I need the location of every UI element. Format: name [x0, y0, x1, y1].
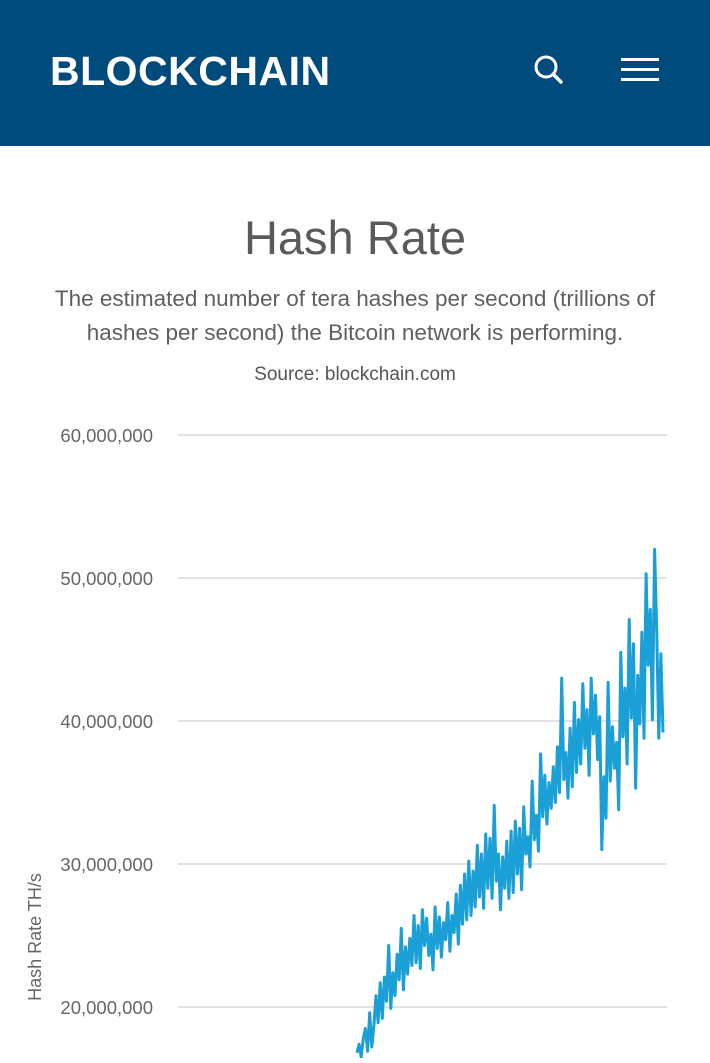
top-navbar: BLOCKCHAIN: [0, 0, 710, 146]
y-tick-label: 20,000,000: [60, 997, 153, 1018]
hash-rate-series-line: [355, 547, 665, 1059]
menu-button[interactable]: [614, 48, 666, 92]
hash-rate-chart-svg: 20,000,000 30,000,000 40,000,000 50,000,000…: [25, 425, 667, 1059]
y-tick-label: 30,000,000: [60, 854, 153, 875]
y-tick-label: 40,000,000: [60, 711, 153, 732]
page-description: The estimated number of tera hashes per …: [54, 286, 656, 345]
brand-logo[interactable]: BLOCKCHAIN: [50, 48, 331, 94]
source-note: Source: blockchain.com: [254, 364, 456, 385]
search-icon: [534, 55, 563, 84]
chart-y-ticks: 20,000,000 30,000,000 40,000,000 50,000,000…: [60, 425, 153, 1018]
page-title: Hash Rate: [243, 211, 467, 264]
y-tick-label: 50,000,000: [60, 568, 153, 589]
hash-rate-chart: 20,000,000 30,000,000 40,000,000 50,000,000…: [0, 400, 710, 1059]
y-axis-label: Hash Rate TH/s: [25, 873, 45, 1001]
y-tick-label: 60,000,000: [60, 425, 153, 446]
search-button[interactable]: [526, 48, 570, 92]
hamburger-menu-icon: [621, 58, 659, 81]
